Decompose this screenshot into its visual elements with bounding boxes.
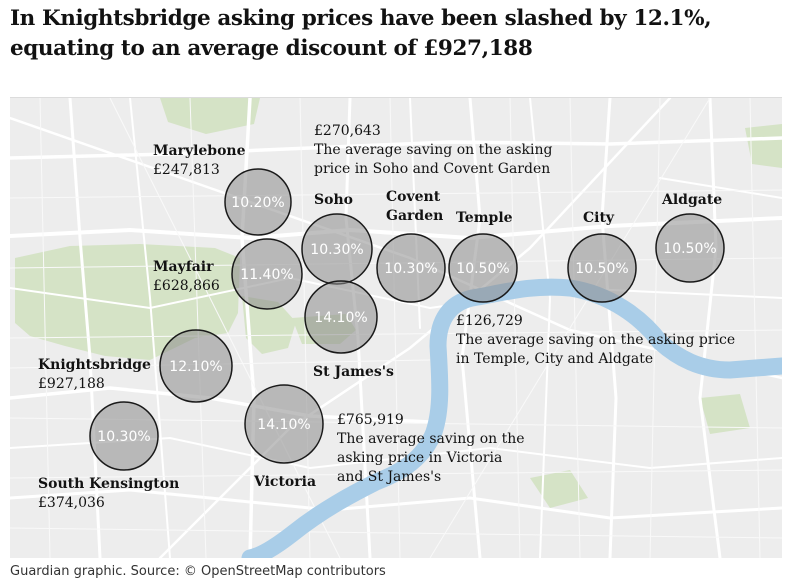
area-name: Victoria — [254, 474, 317, 490]
marylebone-discount: 10.20% — [231, 195, 284, 211]
temple-label: Temple — [456, 209, 513, 228]
soho-covent-annotation: £270,643 The average saving on the askin… — [314, 122, 584, 179]
green-park — [242, 296, 296, 354]
city-circle[interactable] — [567, 233, 637, 303]
area-name: St James's — [313, 364, 394, 380]
mayfair-label: Mayfair £628,866 — [153, 258, 220, 296]
area-amount: £247,813 — [153, 162, 220, 178]
area-name: Covent Garden — [386, 189, 444, 224]
victoria-discount: 14.10% — [257, 417, 310, 433]
area-amount: £927,188 — [38, 376, 105, 392]
annotation-amount: £126,729 — [456, 313, 523, 329]
aldgate-circle[interactable] — [655, 213, 725, 283]
annotation-amount: £270,643 — [314, 123, 381, 139]
st-jamess-circle[interactable] — [304, 280, 378, 354]
area-name: Soho — [314, 192, 353, 208]
covent-garden-label: Covent Garden — [386, 188, 450, 226]
area-name: Mayfair — [153, 259, 214, 275]
map-svg[interactable]: 10.20% 10.30% 10.30% 10.50% 10.50% 10.50… — [10, 98, 782, 558]
covent-garden-circle[interactable] — [376, 233, 446, 303]
annotation-text: The average saving on the asking price i… — [314, 142, 553, 177]
annotation-text: The average saving on the asking price i… — [337, 431, 525, 485]
city-label: City — [583, 209, 614, 228]
soho-discount: 10.30% — [310, 242, 363, 258]
south-kensington-label: South Kensington £374,036 — [38, 475, 179, 513]
city-discount: 10.50% — [575, 261, 628, 277]
small-park-south — [530, 470, 588, 508]
area-name: Knightsbridge — [38, 357, 151, 373]
knightsbridge-circle[interactable] — [159, 329, 233, 403]
annotation-amount: £765,919 — [337, 412, 404, 428]
temple-discount: 10.50% — [456, 261, 509, 277]
regents-park — [160, 98, 260, 134]
south-kensington-discount: 10.30% — [97, 429, 150, 445]
small-park-east — [745, 124, 782, 168]
headline: In Knightsbridge asking prices have been… — [10, 6, 712, 61]
map-area[interactable]: 10.20% 10.30% 10.30% 10.50% 10.50% 10.50… — [10, 98, 782, 558]
soho-label: Soho — [314, 191, 353, 210]
area-name: City — [583, 210, 615, 226]
divider — [10, 97, 782, 98]
temple-city-annotation: £126,729 The average saving on the askin… — [456, 312, 736, 369]
aldgate-label: Aldgate — [662, 191, 722, 210]
marylebone-label: Marylebone £247,813 — [153, 142, 246, 180]
area-amount: £628,866 — [153, 278, 220, 294]
st-jamess-discount: 14.10% — [314, 310, 367, 326]
source-credit: Guardian graphic. Source: © OpenStreetMa… — [10, 564, 386, 579]
knightsbridge-discount: 12.10% — [169, 359, 222, 375]
district-circles — [89, 168, 725, 471]
area-name: Temple — [456, 210, 513, 226]
annotation-text: The average saving on the asking price i… — [456, 332, 736, 367]
covent-garden-discount: 10.30% — [384, 261, 437, 277]
victoria-stj-annotation: £765,919 The average saving on the askin… — [337, 411, 527, 487]
small-park-southeast — [700, 394, 750, 434]
victoria-circle[interactable] — [244, 384, 324, 464]
area-amount: £374,036 — [38, 495, 105, 511]
discount-labels: 10.20% 10.30% 10.30% 10.50% 10.50% 10.50… — [97, 195, 716, 445]
south-kensington-circle[interactable] — [89, 401, 159, 471]
hyde-park — [15, 244, 240, 360]
mayfair-circle[interactable] — [231, 238, 303, 310]
knightsbridge-label: Knightsbridge £927,188 — [38, 356, 151, 394]
river-thames — [241, 278, 782, 558]
temple-circle[interactable] — [448, 233, 518, 303]
st-jamess-label: St James's — [313, 363, 394, 382]
aldgate-discount: 10.50% — [663, 241, 716, 257]
area-name: Marylebone — [153, 143, 246, 159]
area-name: South Kensington — [38, 476, 180, 492]
area-name: Aldgate — [662, 192, 723, 208]
marylebone-circle[interactable] — [224, 168, 292, 236]
mayfair-discount: 11.40% — [240, 267, 293, 283]
victoria-label: Victoria — [254, 473, 316, 492]
